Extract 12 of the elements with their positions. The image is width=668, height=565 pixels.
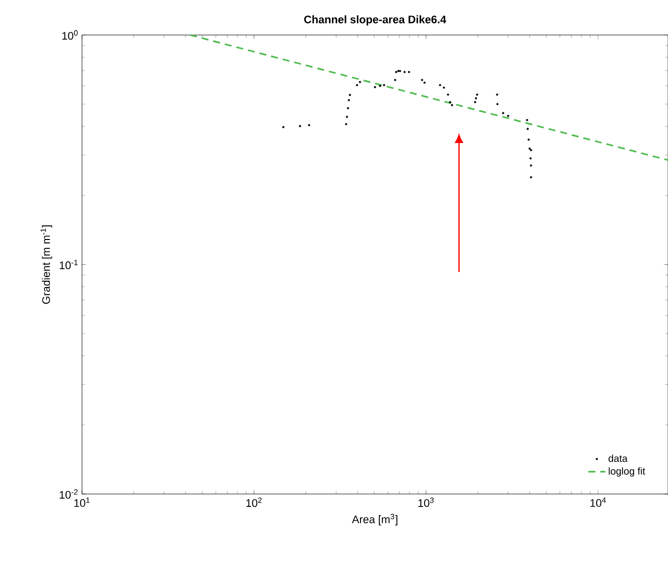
y-tick-label: 10$^{-2}$ [60,489,78,499]
y-tick-label: 10$^{0}$ [62,30,78,40]
chart-title: Channel slope-area Dike6.4 [304,15,446,26]
legend-label: data [608,454,628,462]
legend-label: loglog fit [608,467,646,477]
x-tick-label: 10$^{3}$ [418,498,434,507]
x-tick-label: 10$^{4}$ [590,498,606,507]
x-axis-title: Area [m$^{3}$] [352,514,398,526]
y-tick-label: 10$^{-1}$ [60,260,78,270]
y-axis-title: Gradient [m m$^{-1}$] [40,225,52,304]
x-tick-label: 10$^{2}$ [246,498,262,507]
x-tick-label: 10$^{1}$ [74,498,90,507]
